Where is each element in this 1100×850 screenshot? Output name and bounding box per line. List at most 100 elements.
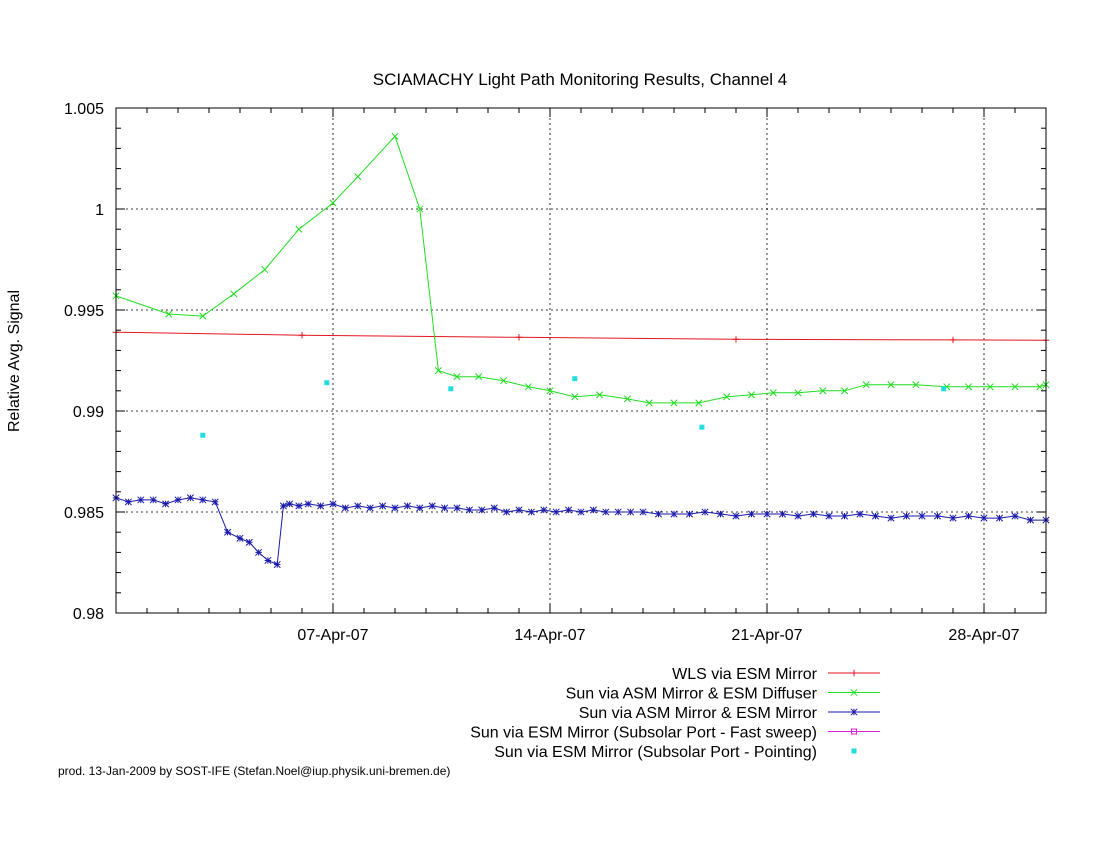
data-point: [685, 510, 694, 518]
footer-credit: prod. 13-Jan-2009 by SOST-IFE (Stefan.No…: [58, 764, 451, 778]
data-point: [524, 383, 532, 391]
legend-marker: [851, 748, 857, 754]
x-tick-label: 14-Apr-07: [514, 627, 585, 644]
data-point: [964, 383, 973, 391]
y-tick-label: 0.99: [73, 404, 104, 421]
data-point: [716, 510, 725, 518]
data-point: [391, 132, 399, 140]
series-4: [200, 376, 947, 438]
data-point: [645, 399, 653, 407]
data-point: [701, 508, 709, 516]
data-point: [230, 290, 238, 298]
data-point: [941, 386, 947, 392]
data-point: [747, 510, 756, 518]
data-point: [639, 508, 647, 516]
data-point: [670, 399, 678, 407]
data-point: [809, 510, 818, 518]
data-point: [871, 512, 880, 520]
data-point: [366, 504, 374, 512]
data-point: [980, 514, 988, 522]
data-point: [769, 389, 777, 397]
data-point: [887, 514, 895, 522]
series-1: [112, 132, 1050, 407]
data-point: [602, 508, 610, 516]
data-point: [540, 506, 548, 514]
data-point: [453, 373, 461, 381]
data-point: [295, 225, 303, 233]
series-0: [112, 329, 1050, 344]
data-point: [515, 334, 523, 341]
data-point: [825, 512, 833, 520]
legend-marker: [851, 728, 857, 735]
y-tick-label: 0.98: [73, 606, 104, 623]
data-point: [490, 504, 498, 512]
data-point: [199, 496, 207, 504]
data-point: [918, 512, 926, 520]
data-point: [441, 504, 449, 512]
data-point: [279, 502, 287, 510]
y-tick-label: 1.005: [64, 101, 104, 118]
data-point: [236, 534, 244, 542]
legend-marker: [850, 688, 858, 697]
data-point: [887, 381, 895, 389]
data-point: [577, 508, 585, 516]
data-point: [211, 498, 219, 506]
data-point: [428, 502, 436, 510]
data-point: [354, 502, 362, 510]
data-point: [149, 496, 157, 504]
chart-title: SCIAMACHY Light Path Monitoring Results,…: [373, 70, 788, 89]
data-point: [763, 510, 771, 518]
data-point: [261, 266, 269, 274]
data-point: [732, 336, 740, 343]
data-point: [949, 514, 957, 522]
x-tick-label: 21-Apr-07: [731, 627, 802, 644]
data-point: [572, 376, 578, 382]
axis-ticks: 0.98 0.985 0.99 0.995 1 1.005 07-Apr-07 14-Apr-…: [64, 101, 1046, 644]
data-point: [186, 494, 194, 502]
data-point: [949, 336, 957, 344]
data-point: [515, 506, 523, 514]
data-point: [902, 512, 911, 520]
data-point: [416, 205, 424, 213]
x-tick-label: 28-Apr-07: [948, 627, 1019, 644]
data-point: [264, 556, 272, 565]
data-point: [329, 500, 337, 508]
data-point: [403, 502, 411, 510]
data-point: [137, 496, 145, 504]
data-point: [329, 199, 337, 207]
data-point: [995, 514, 1004, 522]
data-point: [317, 502, 325, 510]
data-point: [341, 504, 349, 512]
data-point: [255, 548, 263, 556]
data-point: [199, 312, 207, 320]
legend-label: Sun via ESM Mirror (Subsolar Port - Fast…: [470, 725, 817, 742]
data-point: [1011, 512, 1019, 520]
legend-marker: [850, 708, 858, 716]
y-tick-label: 0.995: [64, 303, 104, 320]
data-point: [245, 538, 253, 546]
legend-marker: [850, 669, 858, 677]
data-point: [286, 500, 294, 508]
data-point: [747, 391, 756, 399]
legend-label: Sun via ASM Mirror & ESM Diffuser: [566, 686, 818, 703]
y-tick-label: 1: [95, 202, 104, 219]
data-point: [933, 512, 942, 520]
legend-label: Sun via ASM Mirror & ESM Mirror: [579, 705, 818, 722]
data-point: [162, 500, 170, 508]
y-tick-label: 0.985: [64, 505, 104, 522]
data-point: [695, 399, 703, 407]
data-point: [465, 506, 473, 514]
series-line: [115, 135, 1047, 404]
data-point: [379, 502, 387, 510]
data-point: [475, 373, 483, 381]
data-point: [200, 432, 206, 438]
data-point: [571, 393, 579, 401]
data-point: [453, 504, 461, 512]
series-2: [112, 494, 1050, 569]
data-point: [794, 389, 802, 397]
data-point: [986, 383, 994, 391]
data-point: [295, 502, 303, 510]
data-point: [546, 387, 554, 395]
y-axis-label: Relative Avg. Signal: [6, 290, 23, 432]
data-point: [273, 560, 281, 569]
